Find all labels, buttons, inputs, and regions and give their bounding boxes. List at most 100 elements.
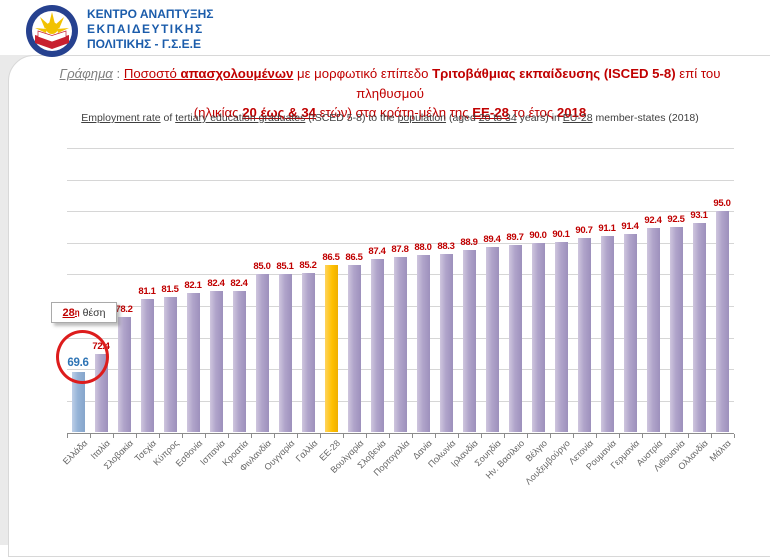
x-axis-tick xyxy=(388,433,390,438)
bar xyxy=(623,233,637,433)
bar xyxy=(255,274,269,433)
chart-title-line1: Γράφημα : Ποσοστό απασχολουμένων με μορφ… xyxy=(40,64,740,103)
sun-rays-icon xyxy=(35,12,69,34)
bar xyxy=(278,273,292,433)
category-label: Ελλάδα xyxy=(60,438,90,467)
bar xyxy=(117,317,131,433)
bar xyxy=(715,211,729,433)
category-label: Γαλλία xyxy=(293,438,320,464)
value-label: 81.5 xyxy=(161,283,179,295)
bar xyxy=(209,290,223,433)
x-axis-tick xyxy=(296,433,298,438)
logo-text-line2: ΕΚΠΑΙΔΕΥΤΙΚΗΣ xyxy=(87,22,204,36)
value-label: 81.1 xyxy=(138,286,156,298)
x-axis-tick xyxy=(526,433,528,438)
bar xyxy=(324,264,338,433)
bar xyxy=(692,223,706,433)
x-axis-tick xyxy=(434,433,436,438)
title-segment: 2018 xyxy=(556,105,587,120)
x-axis-tick xyxy=(641,433,643,438)
value-label: 82.4 xyxy=(230,277,248,289)
value-label: 86.5 xyxy=(345,251,363,263)
x-axis-tick xyxy=(181,433,183,438)
value-label: 88.0 xyxy=(414,242,432,254)
title-segment: : xyxy=(112,66,124,81)
title-segment: με μορφωτικό επίπεδο xyxy=(293,66,433,81)
value-label: 91.1 xyxy=(598,222,616,234)
value-label: 91.4 xyxy=(621,220,639,232)
value-label: 93.1 xyxy=(690,210,708,222)
logo: ΚΕΝΤΡΟ ΑΝΑΠΤΥΞΗΣ ΕΚΠΑΙΔΕΥΤΙΚΗΣ ΠΟΛΙΤΙΚΗΣ… xyxy=(24,2,254,58)
x-axis-tick xyxy=(595,433,597,438)
x-axis xyxy=(66,432,734,434)
x-axis-tick xyxy=(112,433,114,438)
chart-gridline xyxy=(66,242,734,244)
bar-chart: 69.6 Ελλάδα 72.4 Ιταλία 78.2 Σλοβακία 81.1 Τσεχ… xyxy=(60,148,735,487)
title-segment: ΕΕ-28 xyxy=(472,105,509,120)
x-axis-tick xyxy=(710,433,712,438)
value-label: 85.0 xyxy=(253,261,271,273)
rank-ordinal-suffix: η xyxy=(74,308,80,317)
title-segment: population xyxy=(397,112,447,124)
rank-callout: 28 η θέση xyxy=(51,302,117,323)
bar xyxy=(140,299,154,433)
x-axis-tick xyxy=(319,433,321,438)
x-axis-tick xyxy=(135,433,137,438)
value-label: 85.1 xyxy=(276,260,294,272)
title-segment: Τριτοβάθμιας εκπαίδευσης (ISCED 5-8) xyxy=(432,66,676,81)
x-axis-tick xyxy=(733,433,735,438)
logo-text-line3: ΠΟΛΙΤΙΚΗΣ - Γ.Σ.Ε.Ε xyxy=(87,37,201,51)
bar xyxy=(462,249,476,433)
x-axis-tick xyxy=(66,433,68,438)
kanep-gsee-logo-icon xyxy=(26,5,78,57)
x-axis-tick xyxy=(503,433,505,438)
bar xyxy=(393,256,407,433)
highlight-circle xyxy=(56,330,109,384)
title-segment: το έτος xyxy=(508,105,557,120)
bar xyxy=(301,273,315,433)
bar xyxy=(646,227,660,433)
title-segment: επί του πληθυσμού xyxy=(356,66,721,101)
x-axis-tick xyxy=(250,433,252,438)
bar xyxy=(370,259,384,433)
bar xyxy=(439,253,453,433)
bar xyxy=(416,255,430,433)
bar xyxy=(186,292,200,433)
value-label: 89.4 xyxy=(483,233,501,245)
content-card xyxy=(8,55,770,557)
chart-title-greek: Γράφημα : Ποσοστό απασχολουμένων με μορφ… xyxy=(40,64,740,123)
value-label: 95.0 xyxy=(713,198,731,210)
bar xyxy=(71,371,85,433)
title-segment: of xyxy=(160,112,176,124)
x-axis-tick xyxy=(457,433,459,438)
value-label: 90.0 xyxy=(529,229,547,241)
value-label: 92.5 xyxy=(667,214,685,226)
title-segment: ετών) στα κράτη-μέλη της xyxy=(316,105,473,120)
x-axis-tick xyxy=(480,433,482,438)
category-label: Μάλτα xyxy=(707,438,734,464)
bar xyxy=(485,246,499,433)
x-axis-tick xyxy=(687,433,689,438)
title-segment: member-states (2018) xyxy=(592,112,699,124)
value-label: 87.4 xyxy=(368,246,386,258)
bar xyxy=(577,238,591,433)
title-segment: Ποσοστό xyxy=(123,66,181,81)
x-axis-tick xyxy=(572,433,574,438)
value-label: 90.1 xyxy=(552,229,570,241)
logo-text: ΚΕΝΤΡΟ ΑΝΑΠΤΥΞΗΣ ΕΚΠΑΙΔΕΥΤΙΚΗΣ ΠΟΛΙΤΙΚΗΣ… xyxy=(87,7,213,52)
title-segment: tertiary education graduates xyxy=(175,112,306,124)
bar xyxy=(347,264,361,433)
title-segment: 20 έως & 34 xyxy=(242,105,317,120)
title-segment: (ηλικίας xyxy=(193,105,243,120)
value-label: 92.4 xyxy=(644,214,662,226)
value-label: 87.8 xyxy=(391,243,409,255)
x-axis-tick xyxy=(411,433,413,438)
value-label: 88.3 xyxy=(437,240,455,252)
open-book-icon xyxy=(35,30,69,49)
chart-gridline xyxy=(66,179,734,181)
logo-text-line1: ΚΕΝΤΡΟ ΑΝΑΠΤΥΞΗΣ xyxy=(87,7,214,21)
value-label: 78.2 xyxy=(115,304,133,316)
title-segment: Γράφημα xyxy=(59,66,113,81)
value-label: 88.9 xyxy=(460,236,478,248)
x-axis-tick xyxy=(365,433,367,438)
